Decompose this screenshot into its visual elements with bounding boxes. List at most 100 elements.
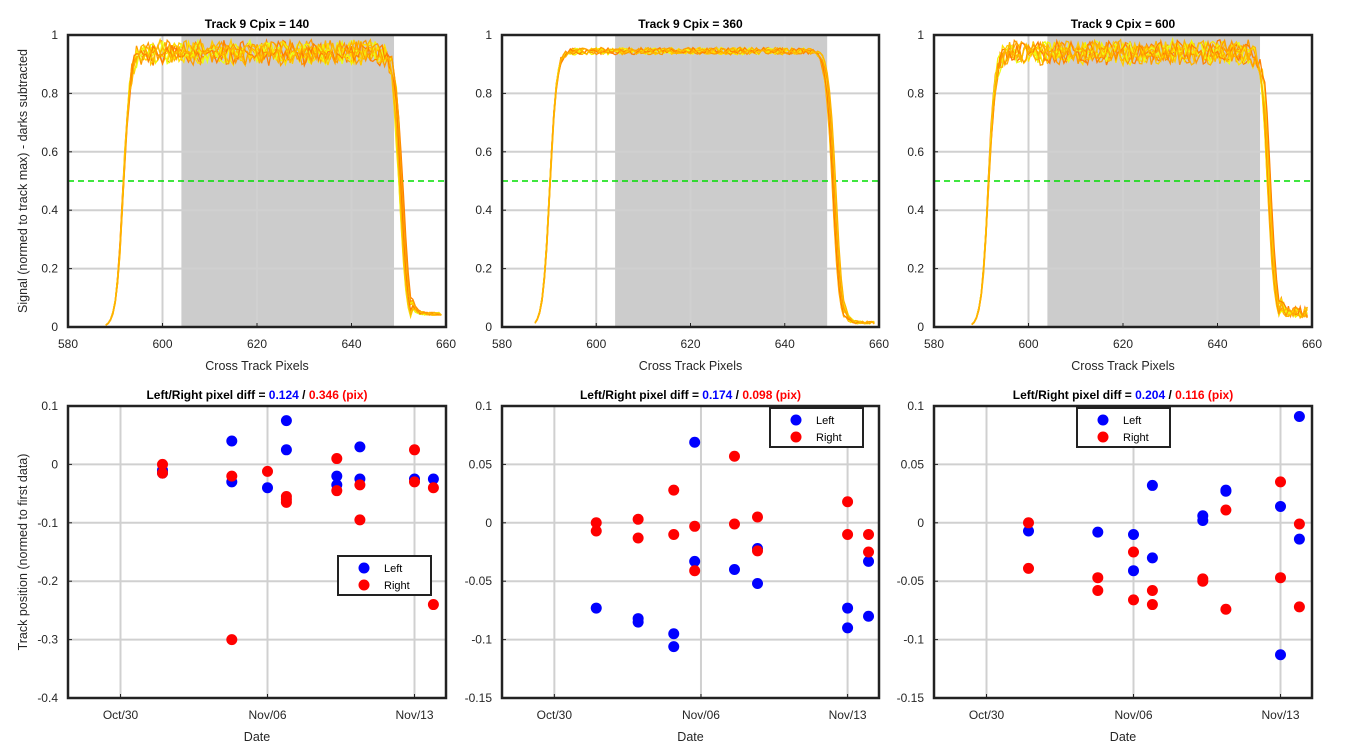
point-left-6 <box>689 436 701 448</box>
title-prefix: Left/Right pixel diff = <box>580 388 702 402</box>
point-left-8 <box>1197 514 1209 526</box>
y-tick-label: -0.1 <box>903 633 924 647</box>
plot-area <box>934 35 1312 327</box>
point-right-11 <box>752 511 764 523</box>
point-left-4 <box>668 628 680 640</box>
y-axis-label: Track position (normed to first data) <box>16 454 30 651</box>
y-tick-label: -0.05 <box>897 574 925 588</box>
y-tick-label: 0 <box>485 516 492 530</box>
tick-labels: 580 600 620 640 660 0 0.2 0.4 0.6 0.8 1 <box>41 28 456 351</box>
plot-area <box>68 35 446 327</box>
point-right-13 <box>1275 476 1286 488</box>
point-right-17 <box>449 494 460 505</box>
point-left-16 <box>882 610 893 621</box>
x-tick-label: Nov/13 <box>829 708 867 722</box>
point-left-14 <box>1293 533 1305 545</box>
point-right-4 <box>226 634 238 646</box>
left-diff-value: 0.174 <box>702 388 732 402</box>
plot-area <box>502 406 893 698</box>
y-tick-label: 0.6 <box>907 145 924 159</box>
point-left-5 <box>1146 479 1158 491</box>
point-right-18 <box>1315 611 1326 622</box>
profile-line-9 <box>534 46 875 325</box>
y-tick-label: 0.2 <box>41 262 58 276</box>
point-left-6 <box>280 415 292 427</box>
plot-area <box>934 406 1326 698</box>
y-tick-label: 0.4 <box>907 203 924 217</box>
point-right-1 <box>157 458 168 470</box>
point-right-5 <box>668 484 680 496</box>
y-tick-label: 0.1 <box>41 399 58 413</box>
point-left-8 <box>331 470 343 482</box>
axes-frame <box>66 404 448 700</box>
point-right-15 <box>863 528 875 540</box>
point-left-1 <box>1023 525 1034 537</box>
point-right-11 <box>354 479 366 491</box>
x-tick-label: Nov/13 <box>1261 708 1299 722</box>
legend-box <box>1076 407 1171 448</box>
y-tick-label: 0 <box>51 320 58 334</box>
y-tick-label: 0.4 <box>41 203 58 217</box>
series-right <box>157 444 460 646</box>
legend-marker-right <box>790 431 802 443</box>
y-tick-label: 0.6 <box>475 145 492 159</box>
legend-label-right: Right <box>384 580 410 592</box>
legend: Left Right <box>337 555 432 596</box>
point-right-10 <box>728 518 740 530</box>
point-left-3 <box>226 435 238 447</box>
y-tick-label: 0 <box>917 320 924 334</box>
x-tick-label: Nov/06 <box>682 708 720 722</box>
point-left-13 <box>427 473 439 485</box>
x-tick-label: Nov/06 <box>248 708 286 722</box>
point-right-10 <box>331 485 343 497</box>
legend-marker-right <box>358 579 370 591</box>
point-left-3 <box>1128 528 1139 540</box>
chart-panel-4: Oct/30 Nov/06 Nov/13 -0.4 -0.3 -0.2 -0.1 0 0.1 Le… <box>16 388 460 744</box>
point-right-16 <box>863 546 875 558</box>
chart-panel-3: 580 600 620 640 660 0 0.2 0.4 0.6 0.8 1 Track 9 Cpi… <box>907 17 1322 373</box>
point-right-12 <box>752 545 764 557</box>
title-prefix: Left/Right pixel diff = <box>146 388 268 402</box>
right-diff-value: 0.346 (pix) <box>309 388 368 402</box>
y-tick-label: -0.3 <box>37 633 58 647</box>
point-right-17 <box>882 517 893 528</box>
x-axis-label: Cross Track Pixels <box>639 359 743 373</box>
point-right-9 <box>728 450 740 462</box>
point-right-14 <box>1275 572 1286 584</box>
point-left-6 <box>1146 552 1158 564</box>
point-left-14 <box>449 474 460 485</box>
point-right-6 <box>668 528 680 540</box>
x-tick-label: 660 <box>1302 337 1322 351</box>
profile-line-9 <box>105 38 442 326</box>
axes-frame <box>500 404 881 700</box>
point-right-12 <box>354 514 366 526</box>
y-tick-label: -0.05 <box>465 574 493 588</box>
y-tick-label: 1 <box>485 28 492 42</box>
x-tick-label: Nov/13 <box>395 708 433 722</box>
series-right <box>590 450 893 577</box>
y-tick-label: -0.15 <box>897 691 925 705</box>
x-tick-label: 580 <box>924 337 944 351</box>
y-tick-label: 0.05 <box>901 457 925 471</box>
point-left-10 <box>1220 485 1232 497</box>
point-left-7 <box>689 555 701 567</box>
legend-marker-left <box>1097 414 1109 426</box>
point-right-3 <box>1092 572 1104 584</box>
chart-panel-1: 580 600 620 640 660 0 0.2 0.4 0.6 0.8 1 Track 9 Cpi… <box>16 17 456 373</box>
profile-line-10 <box>105 38 442 326</box>
point-right-15 <box>427 482 439 494</box>
point-left-16 <box>1315 537 1326 548</box>
profile-line-8 <box>534 46 875 325</box>
point-left-7 <box>280 444 292 456</box>
legend-marker-left <box>358 562 370 574</box>
point-left-15 <box>882 599 893 610</box>
point-right-2 <box>157 467 168 479</box>
left-diff-value: 0.124 <box>269 388 299 402</box>
x-tick-label: 580 <box>58 337 78 351</box>
point-left-1 <box>590 602 602 614</box>
point-right-14 <box>842 528 854 540</box>
point-right-6 <box>1128 594 1139 606</box>
shaded-region <box>615 35 828 327</box>
point-right-18 <box>882 556 893 567</box>
y-tick-label: 0 <box>917 516 924 530</box>
